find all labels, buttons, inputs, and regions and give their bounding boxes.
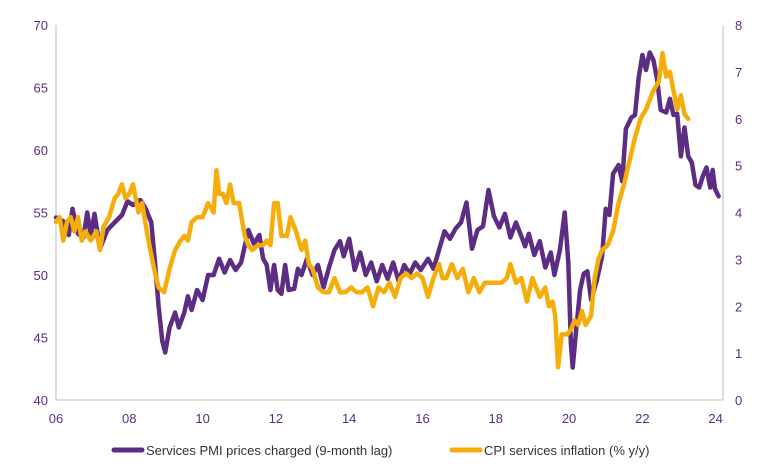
x-tick-label: 10	[195, 411, 209, 426]
y-right-tick-label: 6	[735, 112, 742, 127]
x-tick-label: 20	[562, 411, 576, 426]
y-left-tick-labels: 40 45 50 55 60 65 70	[34, 18, 48, 408]
series-line-cpi-services	[53, 50, 691, 370]
y-right-tick-label: 5	[735, 159, 742, 174]
x-tick-label: 18	[489, 411, 503, 426]
y-right-tick-labels: 0 1 2 3 4 5 6 7 8	[735, 18, 742, 408]
y-right-tick-label: 8	[735, 18, 742, 33]
x-tick-label: 16	[415, 411, 429, 426]
x-tick-label: 06	[49, 411, 63, 426]
y-left-tick-label: 40	[34, 393, 48, 408]
y-right-tick-label: 3	[735, 252, 742, 267]
x-tick-label: 08	[122, 411, 136, 426]
x-tick-labels: 06 08 10 12 14 16 18 20 22 24	[49, 411, 723, 426]
y-right-tick-label: 4	[735, 206, 742, 221]
y-right-tick-label: 2	[735, 299, 742, 314]
y-left-tick-label: 70	[34, 18, 48, 33]
y-left-tick-label: 45	[34, 331, 48, 346]
y-right-tick-label: 0	[735, 393, 742, 408]
x-tick-label: 22	[635, 411, 649, 426]
x-tick-label: 14	[342, 411, 356, 426]
y-right-tick-label: 1	[735, 346, 742, 361]
legend-label-pmi: Services PMI prices charged (9-month lag…	[146, 443, 392, 458]
y-left-tick-label: 60	[34, 143, 48, 158]
y-right-tick-label: 7	[735, 65, 742, 80]
x-tick-label: 24	[708, 411, 722, 426]
legend: Services PMI prices charged (9-month lag…	[111, 443, 649, 458]
y-left-tick-label: 55	[34, 206, 48, 221]
y-left-tick-label: 50	[34, 268, 48, 283]
x-tick-label: 12	[269, 411, 283, 426]
series-layer	[53, 50, 721, 370]
legend-label-cpi: CPI services inflation (% y/y)	[484, 443, 649, 458]
y-left-tick-label: 65	[34, 81, 48, 96]
